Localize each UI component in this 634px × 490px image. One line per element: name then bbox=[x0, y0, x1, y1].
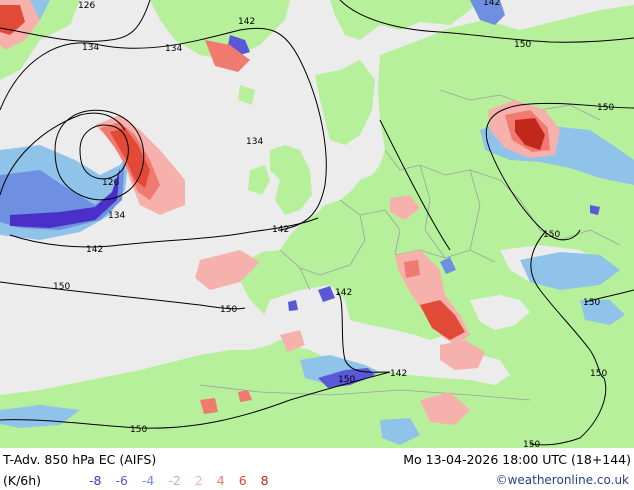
contour-label: 150 bbox=[514, 40, 531, 50]
country-borders bbox=[199, 89, 621, 401]
warm-advection-areas bbox=[0, 0, 560, 425]
contour-label: 142 bbox=[483, 0, 500, 8]
contour-label: 150 bbox=[523, 440, 540, 448]
contour-label: 134 bbox=[108, 211, 125, 221]
copyright-link[interactable]: ©weatheronline.co.uk bbox=[495, 473, 629, 487]
legend-item: 6 bbox=[238, 473, 247, 488]
contour-label: 134 bbox=[246, 137, 263, 147]
contour-label: 142 bbox=[238, 17, 255, 27]
contour-label: 142 bbox=[335, 288, 352, 298]
contour-label: 142 bbox=[272, 225, 289, 235]
legend-item: -6 bbox=[115, 473, 128, 488]
map-footer: T-Adv. 850 hPa EC (AIFS) Mo 13-04-2026 1… bbox=[0, 448, 634, 490]
geopotential-contours bbox=[0, 0, 634, 446]
color-legend: -8 -6 -4 -2 2 4 6 8 bbox=[89, 473, 279, 488]
contour-label: 134 bbox=[165, 44, 182, 54]
contour-label: 150 bbox=[583, 298, 600, 308]
valid-time: Mo 13-04-2026 18:00 UTC (18+144) bbox=[403, 452, 631, 467]
contour-label: 150 bbox=[130, 425, 147, 435]
contour-label: 142 bbox=[86, 245, 103, 255]
contour-label: 142 bbox=[390, 369, 407, 379]
legend-item: -2 bbox=[168, 473, 181, 488]
contour-label: 126 bbox=[78, 1, 95, 11]
unit-label: (K/6h) bbox=[3, 473, 42, 488]
contour-label: 150 bbox=[597, 103, 614, 113]
legend-item: 8 bbox=[260, 473, 269, 488]
legend-item: -4 bbox=[141, 473, 155, 488]
contour-labels: 126 134 134 142 142 150 150 134 126 134 … bbox=[53, 0, 614, 448]
contour-label: 150 bbox=[543, 230, 560, 240]
weather-map: 126 134 134 142 142 150 150 134 126 134 … bbox=[0, 0, 634, 448]
land-masses bbox=[0, 0, 634, 448]
contour-label: 150 bbox=[338, 375, 355, 385]
map-title: T-Adv. 850 hPa EC (AIFS) bbox=[3, 452, 157, 467]
contour-label: 150 bbox=[590, 369, 607, 379]
contour-label: 150 bbox=[220, 305, 237, 315]
contour-label: 126 bbox=[102, 178, 119, 188]
legend-item: 2 bbox=[194, 473, 203, 488]
contour-label: 134 bbox=[82, 43, 99, 53]
contour-label: 150 bbox=[53, 282, 70, 292]
legend-item: -8 bbox=[89, 473, 102, 488]
legend-item: 4 bbox=[216, 473, 225, 488]
